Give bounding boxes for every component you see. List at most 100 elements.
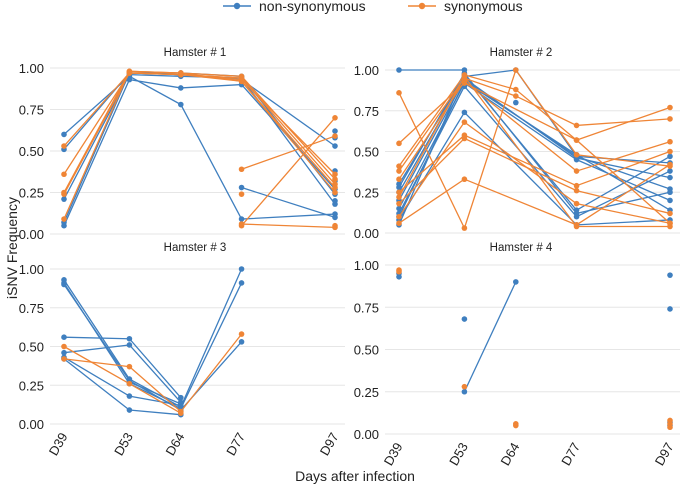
series-non-synonymous (238, 184, 338, 221)
data-point (461, 135, 468, 142)
panel-title: Hamster # 3 (164, 242, 227, 254)
data-point (396, 90, 402, 96)
data-point (573, 182, 580, 189)
data-point (332, 198, 338, 204)
series-line (398, 80, 671, 180)
data-point (61, 131, 67, 138)
data-point (126, 342, 133, 348)
series-line (63, 356, 181, 407)
series-layer (61, 68, 338, 231)
data-point (667, 174, 673, 181)
data-point (61, 334, 67, 341)
data-point (126, 70, 133, 76)
data-point (178, 410, 184, 416)
data-point (332, 133, 338, 139)
y-tick-label: 0.00 (19, 417, 44, 432)
series-synonymous (396, 73, 673, 230)
series-non-synonymous (61, 73, 338, 222)
data-point (667, 116, 673, 122)
series-non-synonymous (61, 334, 184, 401)
data-point (61, 216, 67, 222)
series-line (398, 82, 671, 224)
data-point (238, 266, 245, 272)
grid-lines (50, 67, 345, 235)
series-line (398, 121, 671, 224)
data-point (513, 93, 519, 99)
series-non-synonymous (396, 80, 673, 212)
series-non-synonymous (513, 99, 519, 106)
legend-label-synonymous: synonymous (444, 0, 523, 14)
series-line (398, 111, 671, 226)
data-point (396, 194, 402, 200)
y-tick-label: 0.00 (354, 226, 379, 241)
y-tick-label: 0.50 (19, 144, 44, 159)
y-tick-label: 0.25 (354, 185, 379, 200)
grid-lines (385, 264, 680, 435)
x-tick-label: D39 (381, 440, 406, 468)
data-point (513, 422, 519, 429)
series-line (241, 186, 336, 219)
y-tick-label: 0.25 (19, 378, 44, 393)
data-point (178, 401, 184, 407)
data-point (667, 104, 673, 111)
x-tick-label: D97 (317, 430, 342, 458)
data-point (461, 109, 468, 116)
series-non-synonymous (461, 279, 519, 395)
series-line (398, 82, 671, 209)
data-point (667, 138, 673, 145)
legend: non-synonymous synonymous (223, 0, 523, 14)
data-point (667, 148, 673, 155)
data-point (332, 176, 338, 183)
data-point (461, 119, 468, 125)
data-point (461, 176, 468, 183)
series-non-synonymous (396, 67, 468, 73)
series-line (241, 223, 336, 229)
data-point (461, 388, 468, 395)
data-point (461, 80, 468, 86)
data-point (332, 222, 338, 229)
series-layer (396, 267, 673, 431)
data-point (332, 128, 338, 134)
series-non-synonymous (461, 316, 468, 322)
data-point (332, 115, 338, 121)
data-point (573, 137, 580, 143)
series-line (63, 70, 336, 220)
series-line (398, 134, 671, 193)
series-synonymous (61, 331, 245, 415)
data-point (61, 349, 67, 356)
data-point (513, 99, 519, 106)
y-tick-label: 0.25 (354, 385, 379, 400)
x-tick-label: D64 (497, 440, 522, 468)
series-non-synonymous (61, 342, 184, 406)
series-layer (61, 266, 245, 418)
series-non-synonymous (396, 70, 673, 217)
series-line (63, 345, 182, 414)
y-tick-label: 0.75 (19, 301, 44, 316)
x-tick-label: D64 (162, 430, 187, 458)
series-line (63, 72, 336, 175)
series-non-synonymous (396, 78, 673, 220)
data-point (396, 213, 402, 220)
x-axis-label: Days after infection (295, 468, 415, 484)
data-point (238, 166, 245, 173)
data-point (126, 393, 133, 399)
panel-title: Hamster # 2 (490, 47, 553, 59)
data-point (332, 143, 338, 149)
panel-hamster-1: Hamster # 1 0.00 0.25 0.50 0.75 1.00 (19, 47, 345, 242)
data-point (573, 122, 580, 129)
data-point (667, 306, 673, 312)
series-synonymous (238, 221, 338, 231)
series-synonymous (396, 132, 673, 196)
data-point (61, 191, 67, 197)
series-line (63, 72, 336, 223)
series-synonymous (61, 70, 338, 187)
series-line (398, 137, 671, 215)
data-point (332, 184, 338, 191)
series-line (63, 75, 336, 220)
panel-title: Hamster # 1 (164, 47, 227, 59)
y-tick-label: 1.00 (354, 63, 379, 78)
data-point (667, 272, 673, 278)
data-point (461, 225, 468, 231)
data-point (573, 168, 580, 174)
series-synonymous (396, 67, 673, 231)
